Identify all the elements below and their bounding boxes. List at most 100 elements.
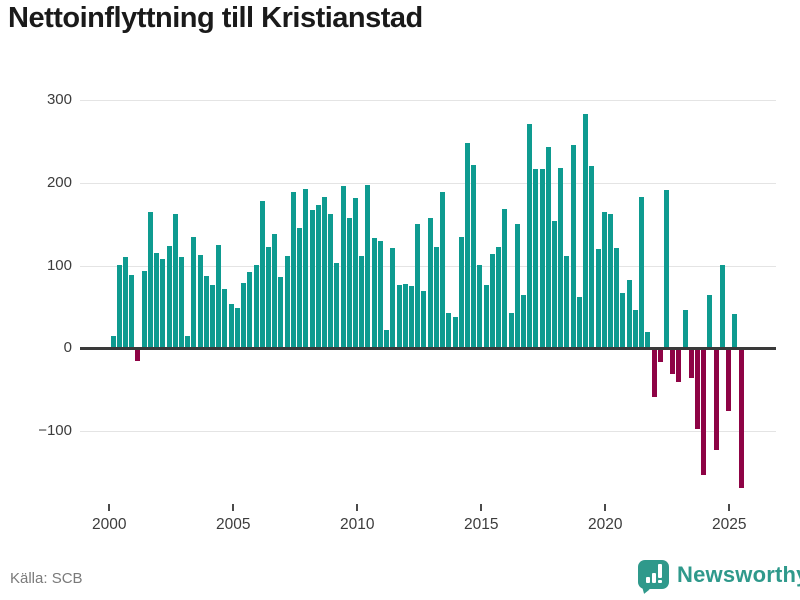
bar-positive bbox=[607, 213, 613, 348]
bar-positive bbox=[185, 336, 191, 348]
x-axis-label: 2025 bbox=[712, 516, 747, 533]
bar-positive bbox=[129, 275, 135, 348]
bar-positive bbox=[297, 227, 302, 348]
bar-positive bbox=[533, 168, 539, 348]
bar-positive bbox=[446, 313, 452, 348]
bar-positive bbox=[415, 224, 421, 348]
bar-positive bbox=[284, 255, 290, 348]
bar-positive bbox=[191, 236, 197, 348]
bar-positive bbox=[371, 238, 377, 348]
x-axis-line bbox=[80, 347, 776, 350]
bar-positive bbox=[601, 211, 607, 348]
logo-exclamation bbox=[657, 564, 662, 583]
bar-positive bbox=[390, 248, 396, 348]
bar-positive bbox=[359, 256, 365, 348]
bar-positive bbox=[570, 145, 576, 348]
bar-positive bbox=[639, 197, 644, 348]
bar-positive bbox=[384, 329, 390, 348]
x-axis-label: 2020 bbox=[588, 516, 623, 533]
bar-positive bbox=[265, 246, 271, 348]
x-axis-label: 2015 bbox=[464, 516, 499, 533]
x-axis-label: 2005 bbox=[216, 516, 251, 533]
bar-positive bbox=[228, 304, 234, 348]
bar-positive bbox=[315, 205, 321, 348]
bar-positive bbox=[166, 245, 172, 348]
bar-positive bbox=[682, 310, 688, 348]
bar-positive bbox=[489, 253, 495, 348]
bar-negative bbox=[135, 349, 141, 362]
bar-positive bbox=[272, 234, 278, 348]
bar-positive bbox=[527, 124, 533, 348]
x-axis-tick bbox=[232, 504, 235, 511]
logo-bar-small bbox=[645, 577, 650, 583]
bar-positive bbox=[471, 164, 477, 348]
x-axis-tick bbox=[604, 504, 607, 511]
x-axis-tick bbox=[480, 504, 483, 511]
bar-negative bbox=[670, 349, 676, 375]
source-note: Källa: SCB bbox=[10, 570, 83, 587]
bar-positive bbox=[259, 201, 265, 348]
bar-positive bbox=[458, 237, 464, 348]
bar-positive bbox=[719, 264, 725, 348]
y-axis-label: 100 bbox=[46, 256, 72, 274]
bar-positive bbox=[632, 310, 638, 348]
y-axis-label: 200 bbox=[46, 173, 72, 191]
bar-positive bbox=[514, 224, 520, 348]
bar-positive bbox=[122, 257, 128, 348]
bar-positive bbox=[234, 307, 240, 348]
x-axis-label: 2010 bbox=[340, 516, 375, 533]
bar-positive bbox=[110, 336, 116, 348]
bar-positive bbox=[203, 276, 209, 348]
bar-positive bbox=[303, 188, 309, 348]
bar-positive bbox=[141, 271, 147, 348]
bar-negative bbox=[651, 349, 657, 397]
bar-positive bbox=[502, 208, 508, 348]
bar-positive bbox=[396, 285, 402, 348]
bar-positive bbox=[564, 255, 570, 348]
bar-positive bbox=[321, 197, 327, 348]
bar-positive bbox=[247, 272, 253, 348]
bar-negative bbox=[713, 349, 719, 451]
bar-positive bbox=[334, 263, 340, 348]
bar-positive bbox=[116, 264, 122, 348]
brand-name: Newsworthy bbox=[677, 561, 800, 587]
bar-positive bbox=[452, 316, 458, 348]
bar-positive bbox=[409, 286, 414, 348]
bar-positive bbox=[595, 249, 601, 348]
x-axis-tick bbox=[108, 504, 111, 511]
bar-positive bbox=[222, 288, 228, 348]
bar-positive bbox=[172, 213, 178, 348]
bar-positive bbox=[464, 142, 470, 348]
bar-positive bbox=[216, 244, 222, 348]
bar-positive bbox=[663, 190, 669, 348]
bar-positive bbox=[421, 291, 427, 348]
bar-positive bbox=[402, 283, 408, 348]
bar-positive bbox=[539, 168, 545, 348]
bar-positive bbox=[160, 258, 166, 348]
bar-positive bbox=[427, 217, 433, 348]
bar-positive bbox=[477, 264, 483, 348]
bar-positive bbox=[620, 292, 626, 348]
y-axis-label: 300 bbox=[46, 91, 72, 109]
bar-positive bbox=[589, 165, 595, 348]
bar-positive bbox=[626, 280, 632, 348]
bar-negative bbox=[657, 349, 663, 362]
bar-positive bbox=[440, 192, 446, 348]
bar-positive bbox=[290, 192, 296, 348]
bar-negative bbox=[701, 349, 707, 475]
bar-positive bbox=[278, 277, 284, 348]
y-gridline bbox=[80, 100, 776, 102]
y-gridline bbox=[80, 182, 776, 184]
logo-bar-tall bbox=[657, 564, 662, 578]
newsworthy-bars-icon bbox=[638, 560, 669, 589]
bar-positive bbox=[178, 257, 184, 348]
bar-positive bbox=[154, 253, 159, 348]
bar-positive bbox=[558, 168, 564, 348]
bar-positive bbox=[508, 312, 514, 348]
bar-negative bbox=[676, 349, 682, 382]
bar-positive bbox=[583, 113, 589, 348]
y-axis-label: 0 bbox=[63, 339, 72, 356]
bar-positive bbox=[147, 211, 153, 348]
bar-negative bbox=[726, 349, 732, 411]
bar-positive bbox=[377, 240, 383, 348]
